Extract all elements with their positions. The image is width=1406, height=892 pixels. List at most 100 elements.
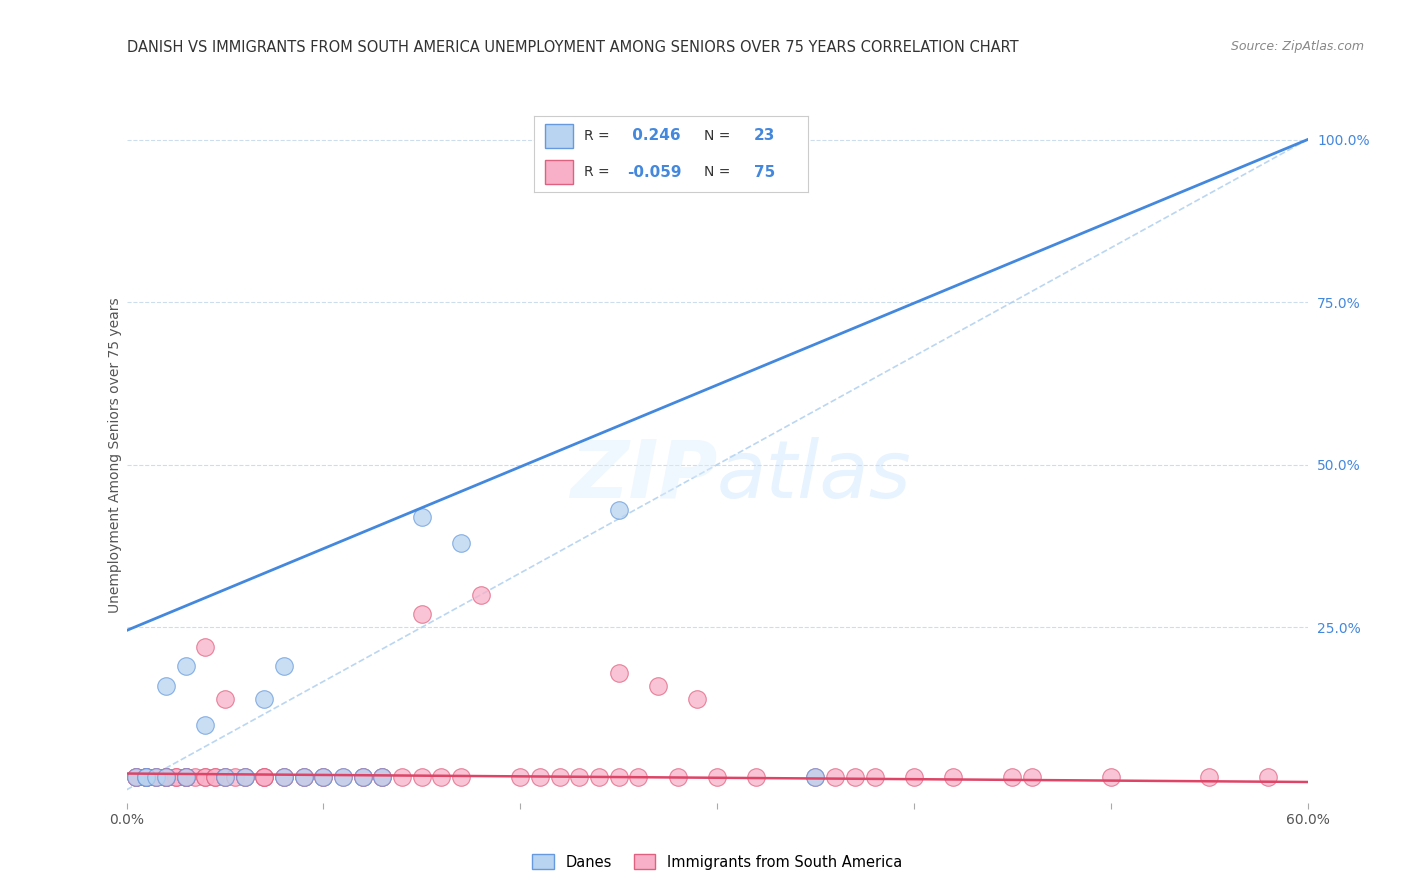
Text: 75: 75 (754, 164, 775, 179)
Point (1021, 770, 1043, 784)
Point (194, 770, 217, 784)
Text: R =: R = (583, 165, 613, 179)
Point (174, 770, 197, 784)
Point (165, 770, 187, 784)
Point (292, 770, 315, 784)
Point (253, 770, 276, 784)
Point (430, 770, 453, 784)
Point (204, 770, 226, 784)
Point (165, 770, 187, 784)
Point (863, 770, 886, 784)
Point (174, 659, 197, 673)
Point (312, 770, 335, 784)
Bar (546, 124, 572, 148)
Point (155, 679, 177, 693)
Point (332, 770, 354, 784)
Point (371, 770, 394, 784)
Point (942, 770, 965, 784)
Point (135, 770, 157, 784)
Point (125, 770, 148, 784)
Point (174, 770, 197, 784)
Text: atlas: atlas (717, 437, 912, 515)
Text: -0.059: -0.059 (627, 164, 682, 179)
Point (233, 770, 256, 784)
Point (903, 770, 925, 784)
Point (588, 770, 610, 784)
Point (647, 679, 669, 693)
Point (607, 665, 630, 680)
Point (1198, 770, 1220, 784)
Point (273, 770, 295, 784)
Text: Source: ZipAtlas.com: Source: ZipAtlas.com (1230, 40, 1364, 54)
Point (568, 770, 591, 784)
Point (352, 770, 374, 784)
Point (145, 770, 167, 784)
Point (411, 607, 433, 622)
Point (233, 770, 256, 784)
Point (745, 770, 768, 784)
Point (1257, 770, 1279, 784)
Text: R =: R = (583, 128, 613, 143)
Point (352, 770, 374, 784)
Point (292, 770, 315, 784)
Point (292, 770, 315, 784)
Point (145, 770, 167, 784)
Point (135, 770, 157, 784)
Point (174, 770, 197, 784)
Point (411, 509, 433, 524)
Point (824, 770, 846, 784)
Point (686, 691, 709, 706)
Point (371, 770, 394, 784)
Point (273, 770, 295, 784)
Point (155, 770, 177, 784)
Point (332, 770, 354, 784)
Point (214, 770, 236, 784)
Text: 23: 23 (754, 128, 775, 144)
Point (214, 770, 236, 784)
Point (135, 770, 157, 784)
Point (1099, 770, 1122, 784)
Point (155, 770, 177, 784)
Point (135, 770, 157, 784)
Point (253, 691, 276, 706)
Point (233, 770, 256, 784)
Point (509, 770, 531, 784)
Point (312, 770, 335, 784)
Point (204, 770, 226, 784)
Point (194, 640, 217, 654)
Point (184, 770, 207, 784)
Point (607, 503, 630, 517)
Point (155, 770, 177, 784)
Point (450, 535, 472, 549)
Point (1001, 770, 1024, 784)
Point (125, 770, 148, 784)
Point (627, 770, 650, 784)
Point (194, 770, 217, 784)
Point (607, 770, 630, 784)
Point (224, 770, 246, 784)
Text: N =: N = (704, 128, 735, 143)
Point (312, 770, 335, 784)
Point (273, 770, 295, 784)
Point (450, 770, 472, 784)
Text: DANISH VS IMMIGRANTS FROM SOUTH AMERICA UNEMPLOYMENT AMONG SENIORS OVER 75 YEARS: DANISH VS IMMIGRANTS FROM SOUTH AMERICA … (127, 40, 1018, 55)
Point (804, 770, 827, 784)
Point (844, 770, 866, 784)
Point (470, 588, 492, 602)
Text: N =: N = (704, 165, 735, 179)
Point (253, 770, 276, 784)
Text: ZIP: ZIP (569, 437, 717, 515)
Legend: Danes, Immigrants from South America: Danes, Immigrants from South America (526, 848, 908, 876)
Point (214, 770, 236, 784)
Point (125, 770, 148, 784)
Y-axis label: Unemployment Among Seniors over 75 years: Unemployment Among Seniors over 75 years (108, 297, 122, 613)
Point (155, 770, 177, 784)
Point (273, 659, 295, 673)
Point (352, 770, 374, 784)
Text: 0.246: 0.246 (627, 128, 681, 144)
Point (155, 770, 177, 784)
Point (194, 718, 217, 732)
Point (706, 770, 728, 784)
Point (174, 770, 197, 784)
Point (804, 770, 827, 784)
